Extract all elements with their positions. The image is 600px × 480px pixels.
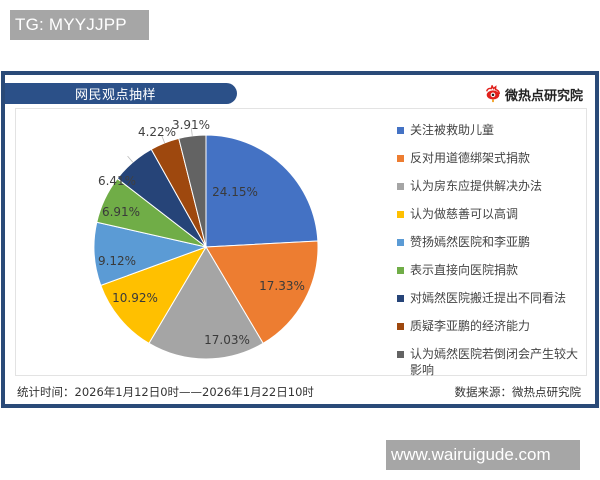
pie-slice <box>205 240 319 345</box>
leader-line <box>127 155 134 163</box>
slice-label: 9.12% <box>98 254 136 268</box>
legend-item: 质疑李亚鹏的经济能力 <box>397 318 587 346</box>
brand-logo: 微热点研究院 <box>484 83 583 105</box>
legend-swatch-icon <box>397 183 404 190</box>
legend-item: 表示直接向医院捐款 <box>397 262 587 290</box>
slice-label: 3.91% <box>172 118 210 132</box>
legend-swatch-icon <box>397 267 404 274</box>
pie-svg: 24.15% 17.33% 17.03% 10.92% 9.12% 6.91% 6.41% 4… <box>93 118 319 360</box>
legend-swatch-icon <box>397 155 404 162</box>
stat-time-range: 统计时间：2026年1月12日0时——2026年1月22日10时 <box>17 385 314 399</box>
watermark-top: TG: MYYJJPP <box>10 10 149 40</box>
legend-label: 认为嫣然医院若倒闭会产生较大影响 <box>410 347 579 377</box>
slice-label: 24.15% <box>212 185 258 199</box>
pie-slice <box>178 134 207 248</box>
legend-label: 赞扬嫣然医院和李亚鹏 <box>410 235 531 249</box>
legend-item: 认为房东应提供解决办法 <box>397 178 587 206</box>
legend-label: 认为房东应提供解决办法 <box>410 179 543 193</box>
legend-label: 反对用道德绑架式捐款 <box>410 151 531 165</box>
watermark-bottom: www.wairuigude.com <box>386 440 580 470</box>
slice-label: 6.91% <box>102 205 140 219</box>
legend-swatch-icon <box>397 295 404 302</box>
pie-slice <box>205 134 319 248</box>
brand-name: 微热点研究院 <box>504 88 583 104</box>
slice-label: 10.92% <box>112 291 158 305</box>
leader-line <box>190 127 193 136</box>
legend-swatch-icon <box>397 323 404 330</box>
pie-slice <box>148 246 264 360</box>
legend-swatch-icon <box>397 127 404 134</box>
legend-swatch-icon <box>397 351 404 358</box>
pie-chart: 24.15% 17.33% 17.03% 10.92% 9.12% 6.91% 6.41% 4… <box>16 109 588 377</box>
data-source: 数据来源：微热点研究院 <box>454 385 582 399</box>
legend-label: 质疑李亚鹏的经济能力 <box>410 319 531 333</box>
legend-label: 对嫣然医院搬迁提出不同看法 <box>410 291 567 305</box>
weibo-eye-icon <box>485 85 501 103</box>
plot-area: 24.15% 17.33% 17.03% 10.92% 9.12% 6.91% 6.41% 4… <box>15 108 588 377</box>
legend-item: 对嫣然医院搬迁提出不同看法 <box>397 290 587 318</box>
chart-frame: 网民观点抽样 微热点研究院 24.15% 17.33% 17.03% 10.92% 9.… <box>1 71 599 408</box>
legend-swatch-icon <box>397 211 404 218</box>
legend-swatch-icon <box>397 239 404 246</box>
slice-label: 4.22% <box>138 125 176 139</box>
legend-item: 认为嫣然医院若倒闭会产生较大影响 <box>397 346 587 380</box>
legend-item: 关注被救助儿童 <box>397 122 587 150</box>
legend-label: 关注被救助儿童 <box>410 123 495 137</box>
legend-label: 认为做慈善可以高调 <box>410 207 519 221</box>
legend-item: 赞扬嫣然医院和李亚鹏 <box>397 234 587 262</box>
chart-legend: 关注被救助儿童反对用道德绑架式捐款 认为房东应提供解决办法 认为做慈善可以高调 赞扬嫣… <box>397 122 587 380</box>
legend-item: 反对用道德绑架式捐款 <box>397 150 587 178</box>
legend-label: 表示直接向医院捐款 <box>410 263 519 277</box>
legend-item: 认为做慈善可以高调 <box>397 206 587 234</box>
slice-label: 6.41% <box>98 174 136 188</box>
chart-title: 网民观点抽样 <box>5 83 237 104</box>
pie-slice <box>100 246 208 345</box>
slice-label: 17.33% <box>259 279 305 293</box>
slice-label: 17.03% <box>204 333 250 347</box>
leader-line <box>161 135 166 144</box>
